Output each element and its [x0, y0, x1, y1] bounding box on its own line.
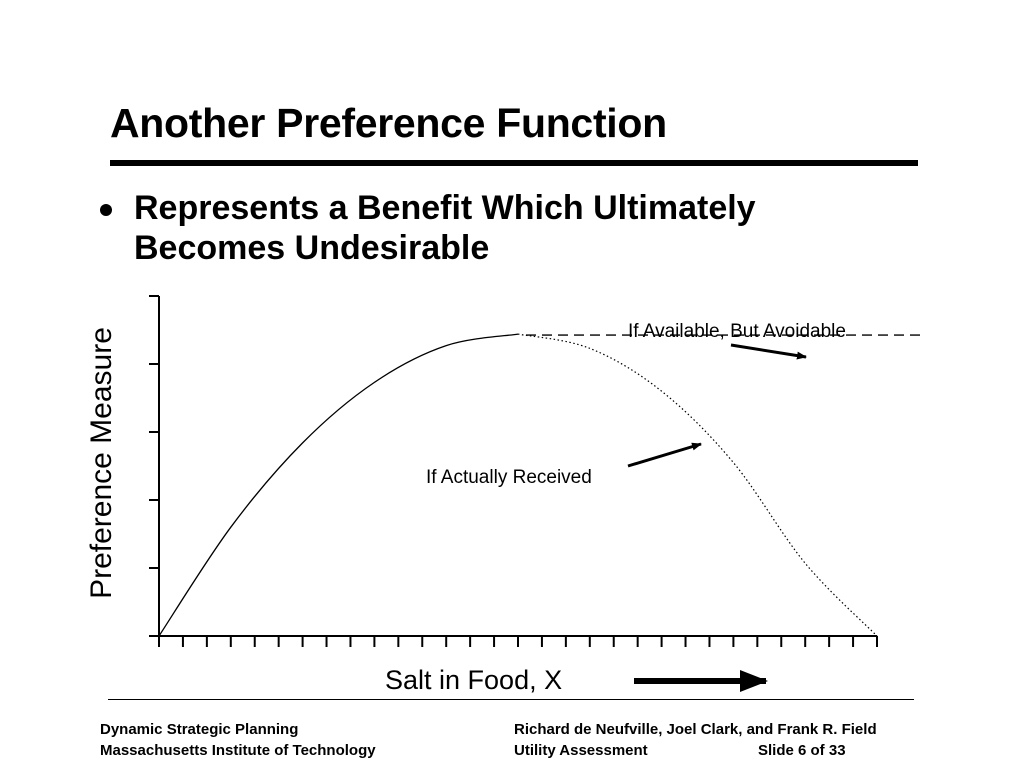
preference-chart: Preference Measure Salt in Food, X If Av…	[85, 295, 924, 695]
chart-axes	[158, 296, 877, 637]
annotation-received-arrow-icon	[627, 442, 702, 468]
footer-slide-number: Slide 6 of 33	[758, 742, 846, 759]
y-axis-label: Preference Measure	[85, 327, 118, 599]
series-line-available	[158, 333, 519, 637]
bullet-line-1: Represents a Benefit Which Ultimately	[134, 189, 756, 227]
x-axis-label: Salt in Food, X	[385, 665, 562, 695]
footer-right-line-2: Utility Assessment	[514, 742, 648, 759]
bullet-text: Represents a Benefit Which Ultimately Be…	[134, 188, 894, 268]
annotation-received: If Actually Received	[426, 467, 592, 488]
bullet-line-2: Becomes Undesirable	[134, 229, 490, 267]
annotation-available-arrow-icon	[730, 343, 807, 360]
y-ticks	[149, 295, 159, 637]
footer-left-line-1: Dynamic Strategic Planning	[100, 721, 299, 738]
title-divider	[110, 160, 918, 166]
slide-title: Another Preference Function	[110, 100, 667, 146]
series-lines	[158, 333, 924, 637]
footer-right-line-1: Richard de Neufville, Joel Clark, and Fr…	[514, 721, 877, 738]
footer-divider	[108, 699, 914, 700]
annotation-available: If Available, But Avoidable	[628, 321, 846, 342]
series-line-received	[517, 333, 878, 637]
x-ticks	[158, 636, 878, 647]
footer-left-line-2: Massachusetts Institute of Technology	[100, 742, 376, 759]
bullet-icon	[100, 204, 112, 216]
